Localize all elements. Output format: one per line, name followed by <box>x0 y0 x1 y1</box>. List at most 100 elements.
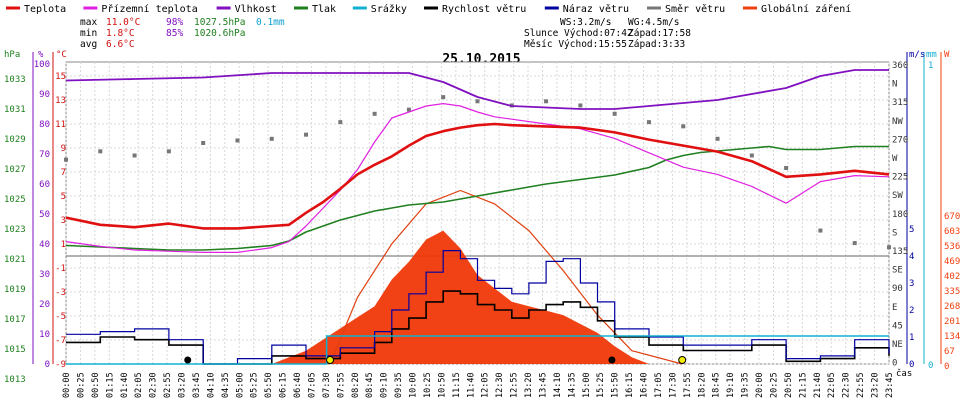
wind-direction-point <box>475 99 480 104</box>
axis-hpa-tick: 1019 <box>4 285 26 295</box>
axis-pct-unit: % <box>38 50 44 60</box>
wind-direction-point <box>544 99 549 104</box>
x-tick-label: 19:35 <box>741 372 751 398</box>
x-tick-label: 17:05 <box>654 372 664 398</box>
axis-dir-tick: SE <box>892 266 903 276</box>
x-tick-label: 22:55 <box>856 372 866 398</box>
stats-temp: 1.8°C <box>106 28 135 39</box>
series-temperature <box>65 122 890 230</box>
legend-label: Vlhkost <box>235 4 277 15</box>
wind-direction-point <box>338 120 343 125</box>
axis-temp-unit: °C <box>56 50 67 60</box>
wind-direction-point <box>715 136 720 141</box>
x-tick-label: 21:15 <box>798 372 808 398</box>
series-ground-temp <box>65 102 890 253</box>
axis-time-unit: čas <box>896 368 912 379</box>
axis-temp-tick: -3 <box>55 288 66 298</box>
axis-dir-tick: 315 <box>892 98 908 108</box>
x-tick-label: 22:30 <box>842 372 852 398</box>
wind-direction-point <box>132 153 137 158</box>
x-tick-label: 00:25 <box>76 372 86 398</box>
axis-hpa-tick: 1013 <box>4 375 26 385</box>
x-tick-label: 23:45 <box>885 372 895 398</box>
axis-dir-tick: 90 <box>892 284 903 294</box>
stats-temp: 6.6°C <box>106 39 135 50</box>
axis-hpa-tick: 1017 <box>4 315 26 325</box>
axis-temp-tick: 11 <box>55 120 66 130</box>
header-info: max 11.0°C 98% 1027.5hPa 0.1mm min 1.8°C 85% 102… <box>80 17 691 67</box>
axis-pct-tick: 50 <box>39 210 50 220</box>
axis-mm-tick: 0 <box>928 361 933 371</box>
axis-w-tick: 335 <box>944 287 960 297</box>
stats-humidity: 98% <box>166 17 183 28</box>
axis-dir-tick: 45 <box>892 321 903 331</box>
x-tick-label: 10:00 <box>409 372 419 398</box>
axis-dir-tick: W <box>892 154 898 164</box>
wind-direction-point <box>64 157 68 162</box>
wind-direction-point <box>852 241 857 246</box>
axis-ms-unit: m/s <box>909 50 925 60</box>
axis-hpa-tick: 1025 <box>4 195 26 205</box>
x-tick-label: 16:15 <box>625 372 635 398</box>
x-tick-label: 16:40 <box>640 372 650 398</box>
stats-temp: 11.0°C <box>106 17 140 28</box>
x-tick-label: 17:55 <box>683 372 693 398</box>
series-humidity <box>65 69 889 110</box>
axis-w-tick: 670 <box>944 212 960 222</box>
x-tick-label: 01:40 <box>120 372 130 398</box>
axis-pct-tick: 60 <box>39 180 50 190</box>
axis-ms-tick: 3 <box>909 279 914 289</box>
axis-dir-tick: SW <box>892 191 903 201</box>
clear-sky-radiation-curve <box>329 189 683 365</box>
axis-dir-tick: 180 <box>892 210 908 220</box>
axis-mm-unit: mm <box>926 50 937 60</box>
axis-w-tick: 0 <box>944 362 949 372</box>
series-global-radiation <box>271 230 649 364</box>
x-tick-label: 10:25 <box>423 372 433 398</box>
x-tick-label: 12:30 <box>495 372 505 398</box>
plot-area <box>64 61 891 365</box>
x-tick-label: 05:00 <box>235 372 245 398</box>
moonset-marker <box>184 356 192 364</box>
axis-pct-tick: 20 <box>39 300 50 310</box>
x-tick-label: 21:40 <box>813 372 823 398</box>
stats-row-label: min <box>80 28 97 39</box>
wind-direction-point <box>201 140 206 145</box>
x-tick-label: 03:45 <box>192 372 202 398</box>
axis-w-tick: 603 <box>944 227 960 237</box>
x-tick-label: 09:10 <box>380 372 390 398</box>
x-tick-label: 18:20 <box>697 372 707 398</box>
axis-hpa-tick: 1015 <box>4 345 26 355</box>
axis-ms-tick: 2 <box>909 306 914 316</box>
x-tick-label: 22:05 <box>827 372 837 398</box>
axis-dir-tick: E <box>892 303 897 313</box>
stats-humidity: 85% <box>166 28 183 39</box>
legend-label: Náraz větru <box>563 3 629 15</box>
axis-w-tick: 201 <box>944 317 960 327</box>
x-tick-label: 19:10 <box>726 372 736 398</box>
axis-hpa-tick: 1027 <box>4 165 26 175</box>
axis-dir-tick: 0 <box>892 359 897 369</box>
x-tick-label: 00:00 <box>62 372 72 398</box>
legend-label: Přízemní teplota <box>101 3 197 15</box>
axis-hpa-tick: 1033 <box>4 75 26 85</box>
legend-label: Teplota <box>24 4 66 15</box>
series-rain <box>66 335 889 365</box>
axis-pct-tick: 70 <box>39 150 50 160</box>
wind-direction-point <box>784 166 789 171</box>
axis-pct-tick: 40 <box>39 240 50 250</box>
x-tick-label: 11:15 <box>452 372 462 398</box>
wind-direction-point <box>887 245 891 250</box>
wind-direction-point <box>612 111 617 116</box>
axis-w-tick: 268 <box>944 302 960 312</box>
x-tick-label: 06:40 <box>293 372 303 398</box>
info-moon-set: Západ:3:33 <box>628 39 685 50</box>
wind-direction-point <box>749 153 754 158</box>
series-pressure <box>65 145 889 251</box>
x-tick-label: 02:05 <box>134 372 144 398</box>
legend-label: Tlak <box>312 4 336 15</box>
wind-direction-point <box>441 95 446 100</box>
axis-pct-tick: 80 <box>39 120 50 130</box>
axis-mm-tick: 1 <box>928 61 933 71</box>
